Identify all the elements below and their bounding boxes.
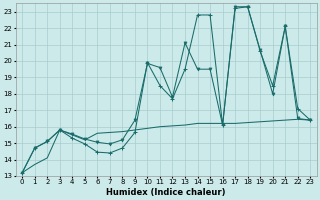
X-axis label: Humidex (Indice chaleur): Humidex (Indice chaleur) xyxy=(107,188,226,197)
